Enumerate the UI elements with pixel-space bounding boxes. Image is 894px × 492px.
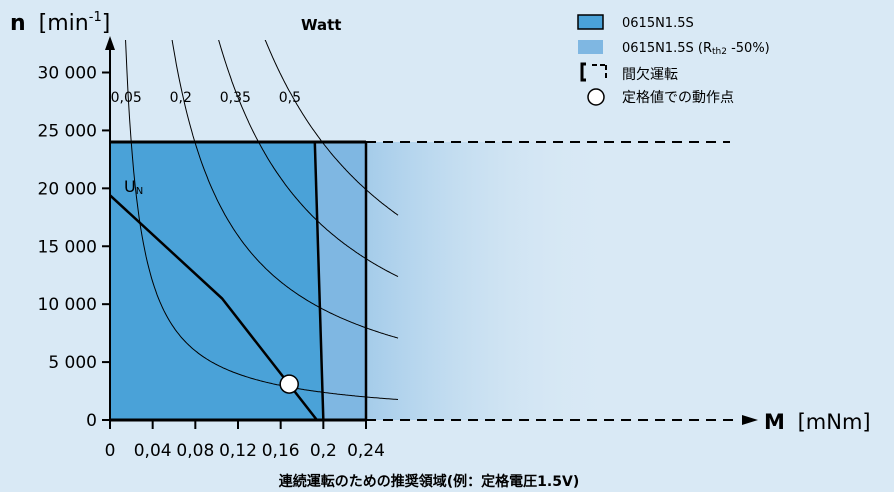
legend: 0615N1.5S 0615N1.5S (Rth2 -50%) 間欠運転 定格値… <box>577 14 770 106</box>
power-curve-0 <box>125 40 399 400</box>
continuous-operating-region <box>110 142 324 420</box>
power-title: Watt <box>301 16 341 34</box>
legend-swatch-extended <box>578 40 603 54</box>
legend-label-rated-point: 定格値での動作点 <box>622 90 734 106</box>
rated-point-marker <box>279 374 299 394</box>
y-tick-label-6: 30 000 <box>38 64 97 84</box>
y-axis-title: n [min-1] <box>10 10 110 36</box>
un-label: UN <box>124 177 143 197</box>
x-tick-label-1: 0,04 <box>134 441 172 461</box>
operating-regions <box>110 142 615 420</box>
power-curve-3 <box>264 40 399 216</box>
power-curve-label-0: 0,05 <box>111 90 142 106</box>
legend-label-continuous: 0615N1.5S <box>622 16 694 31</box>
legend-swatch-rated-point <box>587 88 605 106</box>
x-tick-label-0: 0 <box>105 441 116 461</box>
extended-operating-region <box>314 142 367 420</box>
y-tick-label-0: 0 <box>86 411 97 431</box>
power-curve-labels: 0,05 0,2 0,35 0,5 <box>111 90 301 106</box>
y-tick-label-1: 5 000 <box>48 353 97 373</box>
x-axis-title: M [mNm] <box>764 410 871 434</box>
power-curve-1 <box>171 40 399 339</box>
legend-swatch-continuous <box>577 14 604 30</box>
x-axis-arrow <box>742 415 758 425</box>
x-tick-label-3: 0,12 <box>219 441 257 461</box>
region-boundaries <box>110 140 730 421</box>
legend-swatch-intermittent <box>580 62 607 82</box>
legend-label-extended: 0615N1.5S (Rth2 -50%) <box>622 41 770 57</box>
x-tick-label-6: 0,24 <box>347 441 385 461</box>
y-tick-label-5: 25 000 <box>38 121 97 141</box>
x-tick-label-5: 0,2 <box>310 441 337 461</box>
power-curve-label-2: 0,35 <box>220 90 251 106</box>
power-curve-label-1: 0,2 <box>170 90 192 106</box>
x-tick-label-4: 0,16 <box>262 441 300 461</box>
y-tick-label-3: 15 000 <box>38 237 97 257</box>
y-tick-label-2: 10 000 <box>38 295 97 315</box>
y-tick-label-4: 20 000 <box>38 179 97 199</box>
legend-label-intermittent: 間欠運転 <box>622 67 678 83</box>
power-curve-label-3: 0,5 <box>279 90 301 106</box>
x-tick-label-2: 0,08 <box>176 441 214 461</box>
axis-ticks: 0 5 000 10 000 15 000 20 000 25 000 30 000 0 0,0… <box>38 64 385 461</box>
continuous-boundary-line <box>313 141 325 421</box>
chart-caption: 連続運転のための推奨領域(例：定格電圧1.5V) <box>279 473 579 490</box>
y-axis-arrow <box>105 36 115 50</box>
rated-operating-point <box>279 374 299 394</box>
